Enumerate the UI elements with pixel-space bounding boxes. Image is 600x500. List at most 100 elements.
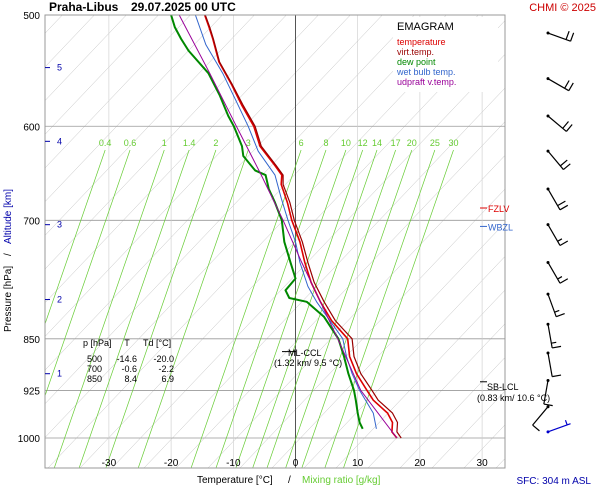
wind-barb-feather [568, 82, 574, 91]
mixing-ratio-line [235, 149, 347, 468]
grid-diagonal [335, 289, 505, 468]
wind-barb-origin [546, 292, 550, 296]
x-tick-label: -10 [226, 458, 241, 469]
y-axis-title-altitude: Altitude [km] [3, 189, 14, 244]
wind-barb-feather [565, 124, 573, 132]
series-virt-temp [204, 15, 402, 439]
axis-ticks: 0.4 0.6 1 1.4 2 3 6 8 10 12 14 17 20 25 30-30 -20 -10 0 10… [18, 11, 488, 469]
mixing-ratio-line [285, 149, 396, 468]
wind-barb-feather [532, 424, 540, 432]
pressure-tick-label: 600 [23, 122, 40, 133]
wind-barb-feather [565, 30, 570, 40]
wind-barb-staff [543, 380, 549, 405]
fzlv-label: FZLV [488, 204, 509, 214]
wind-barb [546, 149, 571, 171]
wind-barb [546, 322, 562, 349]
grid-diagonal [271, 222, 505, 468]
wind-barb-staff [547, 352, 553, 377]
table-row-0-t: -14.6 [116, 354, 137, 364]
mixing-ratio-label: 12 [358, 138, 368, 148]
legend-item-dew-point: dew point [397, 57, 436, 67]
mixing-ratio-line [301, 149, 413, 468]
table-row-0-p: 500 [87, 354, 102, 364]
legend-item-virtual-temperature: virt.temp. [397, 47, 434, 57]
x-axis-title-mixing-ratio: Mixing ratio [g/kg] [302, 475, 381, 486]
x-axis-title-separator: / [288, 475, 291, 486]
mixing-ratio-line [78, 149, 190, 468]
mixing-ratio-label: 20 [407, 138, 417, 148]
wind-barb [546, 260, 569, 284]
wind-barb-feather [559, 159, 568, 167]
series-udpraft-v-temp [178, 15, 398, 439]
sounding-datetime: 29.07.2025 00 UTC [131, 0, 236, 14]
wind-barb [546, 223, 569, 246]
wind-barb-staff [547, 293, 557, 317]
wind-barbs [532, 30, 575, 434]
wind-barb-origin [546, 223, 550, 227]
wind-barb-feather [557, 238, 563, 242]
wind-barb-feather [557, 276, 563, 280]
wind-barb-staff [547, 324, 553, 349]
wind-barb [546, 30, 575, 42]
x-tick-label: -30 [102, 458, 117, 469]
pressure-tick-label: 850 [23, 335, 40, 346]
legend-title: EMAGRAM [397, 21, 454, 33]
legend: EMAGRAM temperature virt.temp. dew point… [393, 17, 498, 92]
wind-barb-staff [547, 188, 561, 211]
wind-barb-feather [569, 32, 575, 42]
wind-barb-origin [546, 77, 550, 81]
wind-barb-staff [547, 32, 571, 42]
grid-diagonal [45, 15, 351, 337]
mixing-ratio-line [137, 149, 249, 468]
wind-barb-feather [554, 309, 560, 313]
pressure-tick-label: 700 [23, 216, 40, 227]
altitude-tick-label: 2 [57, 295, 62, 305]
altitude-tick-label: 5 [57, 63, 62, 73]
wind-barb-feather [557, 200, 566, 207]
grid-diagonal [45, 15, 319, 304]
table-row-1-p: 700 [87, 364, 102, 374]
grid-diagonal [45, 15, 287, 270]
wind-barb-feather [559, 278, 569, 284]
station-name: Praha-Libus [49, 0, 119, 14]
table-row-2-p: 850 [87, 374, 102, 384]
wind-barb-staff [547, 78, 570, 92]
ml-ccl-label: ML-CCL [288, 348, 322, 358]
legend-box [393, 17, 498, 92]
legend-item-wet-bulb: wet bulb temp. [396, 67, 456, 77]
pressure-tick-label: 500 [23, 11, 40, 22]
wind-barb-feather [563, 163, 571, 171]
wind-barb-staff [547, 150, 564, 170]
plot-frame [44, 14, 506, 469]
wind-barb-feather [552, 345, 562, 349]
x-axis-title-temperature: Temperature [°C] [197, 475, 273, 486]
grid-diagonal [45, 15, 383, 371]
altitude-tick-label: 4 [57, 136, 62, 146]
wind-barb [546, 292, 565, 318]
mixing-ratio-label: 6 [299, 138, 304, 148]
wind-barb-origin [546, 31, 550, 35]
table-row-2-td: 6.9 [161, 374, 174, 384]
wind-barb [546, 77, 574, 92]
y-axis-title-separator: / [3, 253, 14, 256]
altitude-tick-label: 1 [57, 369, 62, 379]
wind-barb [546, 187, 569, 211]
mixing-ratio-label: 0.6 [124, 138, 137, 148]
x-tick-label: -20 [164, 458, 179, 469]
mixing-ratio-line [324, 149, 436, 468]
grid-diagonal [592, 15, 600, 468]
sb-lcl-label: SB-LCL [487, 382, 519, 392]
wind-barb-origin [546, 405, 550, 409]
wind-barb-origin [546, 114, 550, 118]
mixing-ratio-line [252, 149, 364, 468]
table-header-t: T [124, 338, 130, 348]
grid-diagonal [143, 87, 505, 468]
wind-barb-origin [546, 187, 550, 191]
wind-barb-feather [559, 240, 569, 246]
y-axis-title: Pressure [hPa] / Altitude [km] [3, 189, 14, 332]
wind-barb [546, 114, 573, 132]
grid-diagonal [45, 15, 127, 101]
table-header-p: p [hPa] [83, 338, 112, 348]
grid-diagonal [45, 15, 159, 135]
mixing-ratio-line [45, 149, 106, 326]
